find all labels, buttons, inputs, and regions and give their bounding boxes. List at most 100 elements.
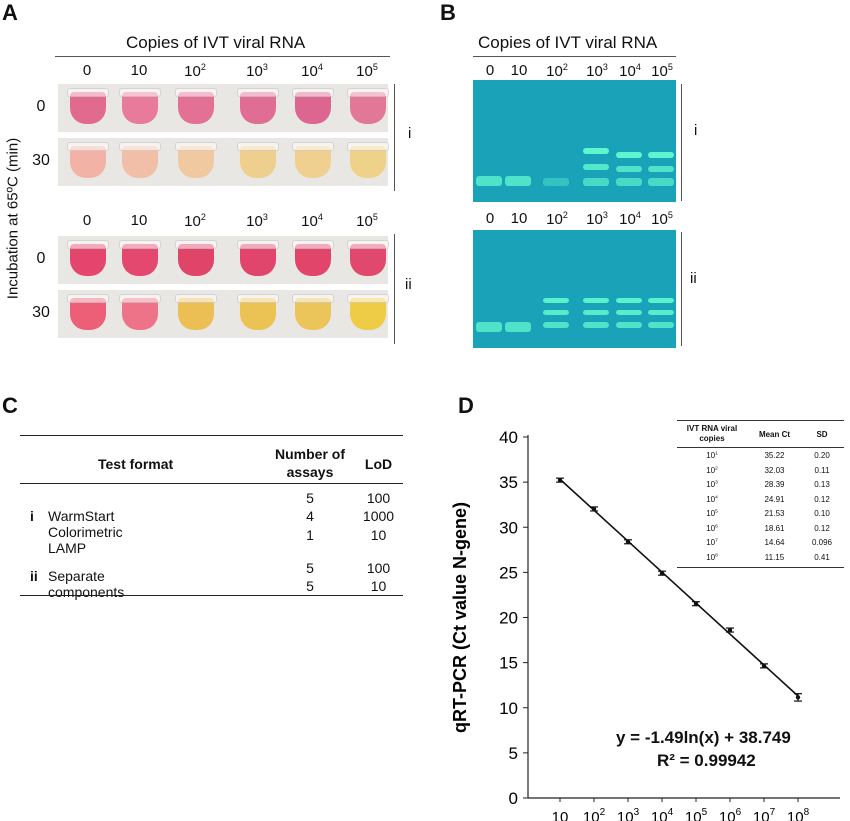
inset-copies-base: 10 — [706, 552, 716, 562]
inset-copies-base: 10 — [706, 480, 716, 489]
tube-rim — [119, 294, 161, 303]
gel-band — [583, 298, 609, 303]
gel-band — [648, 310, 674, 315]
panel-b-bracket-ii — [681, 232, 682, 346]
panel-a-copy-top-3-base: 10 — [246, 63, 263, 80]
table-group-roman-1: ii — [30, 568, 38, 584]
tube-rim — [67, 142, 109, 151]
inset-top-rule — [677, 420, 844, 421]
panel-a-label: A — [2, 0, 18, 25]
inset-cell-copies: 105 — [677, 509, 747, 518]
data-point — [693, 601, 699, 606]
panel-b-copy-mid-2-base: 10 — [546, 211, 563, 228]
y-tick-label: 35 — [499, 473, 518, 492]
gel-band — [648, 322, 674, 328]
y-tick-label: 25 — [499, 563, 518, 582]
table-header-format: Test format — [98, 456, 174, 472]
y-tick-label: 10 — [499, 699, 518, 718]
tube-0-0 — [64, 88, 112, 128]
tube-rim — [67, 294, 109, 303]
table-cell-lod: 10 — [370, 578, 387, 594]
panel-a-copy-top-0-base: 0 — [82, 62, 92, 79]
table-group-roman-0: i — [30, 508, 34, 524]
data-point — [557, 477, 563, 483]
inset-copies-base: 10 — [706, 494, 716, 504]
gel-band — [583, 164, 609, 170]
gel-band — [476, 322, 502, 332]
y-tick-label: 5 — [509, 744, 518, 763]
inset-copies-exp: 8 — [715, 552, 718, 558]
panel-a-copy-top-2: 102 — [181, 62, 209, 80]
x-tick-label: 103 — [617, 807, 640, 821]
panel-a-copy-top-4: 104 — [298, 62, 326, 80]
tube-1-0 — [64, 142, 112, 182]
gel-band — [616, 310, 642, 315]
panel-b-copy-mid-0-base: 0 — [485, 210, 495, 227]
tube-2-3 — [234, 240, 282, 280]
gel-band — [616, 152, 642, 158]
table-cell-number: 5 — [306, 490, 314, 506]
panel-a-copy-mid-4-base: 10 — [301, 213, 318, 230]
data-point — [761, 663, 767, 669]
tube-liquid — [240, 298, 276, 330]
panel-b-copy-top-0: 0 — [476, 62, 504, 79]
panel-a-copy-mid-2-exp: 2 — [200, 212, 206, 222]
gel-band — [616, 298, 642, 303]
y-tick-label: 15 — [499, 654, 518, 673]
gel-band — [616, 322, 642, 328]
tube-liquid — [178, 146, 214, 178]
inset-header-sd: SD — [816, 430, 828, 439]
panel-a-tube-row-3 — [58, 290, 389, 338]
panel-a-copy-top-5-exp: 5 — [372, 62, 378, 72]
y-tick-label: 40 — [499, 428, 518, 447]
tube-liquid — [295, 244, 331, 276]
tube-3-0 — [64, 294, 112, 334]
inset-cell-sd: 0.10 — [814, 509, 830, 518]
inset-table: IVT RNA viral copies Mean Ct SD 101 35.22… — [677, 420, 844, 568]
gel-band — [648, 166, 674, 172]
panel-b-group-i: i — [694, 122, 698, 139]
gel-band — [505, 322, 531, 332]
panel-a-copy-top-5: 105 — [353, 62, 381, 80]
tube-rim — [175, 142, 217, 151]
tube-3-1 — [116, 294, 164, 334]
panel-a-tube-row-1 — [58, 138, 389, 186]
data-point — [727, 627, 733, 633]
panel-b-copy-mid-4-exp: 4 — [635, 210, 641, 220]
panel-b-copy-mid-5: 105 — [648, 210, 676, 228]
panel-a-ylabel: Incubation at 65ºC (min) — [4, 137, 22, 300]
tube-liquid — [350, 244, 386, 276]
inset-cell-copies: 104 — [677, 495, 747, 504]
inset-cell-ct: 11.15 — [764, 552, 785, 562]
tube-rim — [237, 88, 279, 97]
tube-1-5 — [344, 142, 392, 182]
inset-cell-copies: 108 — [677, 553, 747, 562]
panel-b-header-rule — [473, 56, 676, 57]
tube-liquid — [70, 146, 106, 178]
panel-a-copy-mid-1: 10 — [125, 212, 153, 229]
inset-copies-exp: 3 — [715, 480, 718, 486]
tube-rim — [347, 142, 389, 151]
x-tick-label: 107 — [753, 807, 776, 821]
x-tick-label: 106 — [719, 807, 742, 821]
inset-cell-ct: 28.39 — [764, 480, 785, 489]
tube-rim — [175, 294, 217, 303]
panel-a-copy-mid-0: 0 — [73, 212, 101, 229]
tube-2-1 — [116, 240, 164, 280]
tube-rim — [237, 294, 279, 303]
gel-band — [648, 152, 674, 158]
gel-image-ii — [473, 230, 676, 348]
table-cell-lod: 100 — [366, 490, 391, 506]
gel-background — [473, 80, 676, 202]
gel-band — [543, 322, 569, 328]
panel-b-copy-top-2-exp: 2 — [562, 62, 568, 72]
panel-a-copy-mid-5-exp: 5 — [372, 212, 378, 222]
inset-copies-exp: 7 — [715, 538, 718, 544]
gel-band — [616, 178, 642, 186]
inset-cell-sd: 0.13 — [814, 480, 830, 489]
tube-1-4 — [289, 142, 337, 182]
y-axis-label: qRT-PCR (Ct value N-gene) — [450, 502, 470, 733]
table-header-number: Number of assays — [275, 446, 345, 480]
panel-d-label: D — [458, 393, 474, 418]
panel-a-time-0: 0 — [36, 98, 46, 115]
